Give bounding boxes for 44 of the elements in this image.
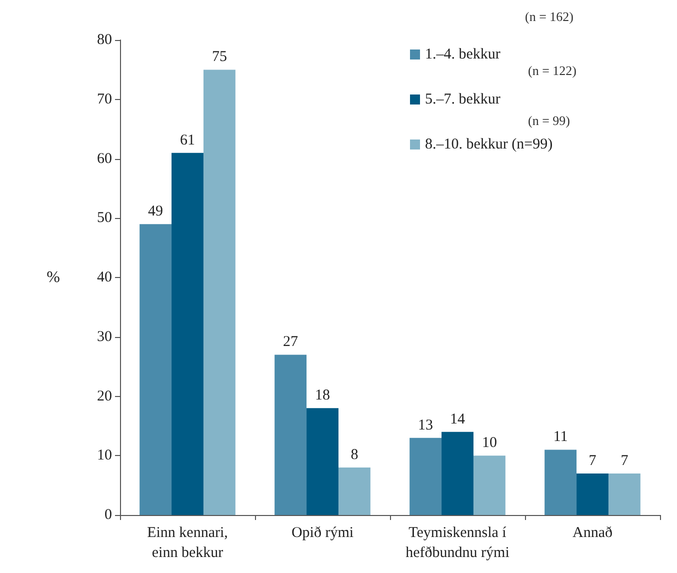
y-tick-label: 80: [97, 32, 112, 48]
bar: [274, 354, 307, 515]
y-tick-label: 30: [97, 328, 112, 345]
y-tick-label: 40: [97, 270, 112, 286]
legend-label: 1.–4. bekkur: [425, 46, 500, 62]
legend-label: 8.–10. bekkur (n=99): [425, 136, 553, 152]
data-label: 27: [283, 334, 299, 350]
y-tick-label: 50: [97, 210, 112, 226]
bar: [172, 152, 204, 515]
data-label: 10: [482, 435, 497, 452]
bar: [338, 468, 370, 515]
bar: [473, 456, 506, 515]
bar: [203, 70, 236, 515]
data-label: 18: [315, 388, 330, 404]
annotation: (n = 122): [528, 63, 576, 78]
y-tick-label: 10: [97, 448, 112, 464]
annotation: (n = 99): [528, 113, 570, 128]
data-label: 61: [180, 132, 195, 148]
x-tick-label: Teymiskennsla í hefðbundnu rými: [406, 525, 510, 561]
x-tick-label: Einn kennari, einn bekkur: [147, 525, 228, 561]
data-label: 8: [350, 447, 358, 463]
data-label: 11: [553, 429, 568, 446]
data-label: 75: [212, 49, 227, 66]
text: (n = 162): [525, 9, 574, 24]
bar: [306, 408, 338, 515]
bar: [544, 450, 577, 515]
y-tick-label: 20: [97, 388, 112, 404]
data-label: 49: [148, 204, 164, 220]
y-tick-label: 0: [104, 507, 112, 523]
data-label: 7: [620, 452, 629, 469]
data-label: 13: [418, 417, 434, 434]
y-axis-title: %: [46, 269, 60, 286]
bar: [442, 432, 474, 515]
data-label: 7: [588, 452, 597, 469]
bar: [608, 473, 640, 515]
data-label: 14: [450, 411, 466, 428]
x-tick-label: Annað: [572, 525, 612, 541]
bar: [410, 438, 442, 515]
y-tick-label: 60: [97, 150, 112, 167]
x-tick-label: Opið rými: [291, 525, 354, 541]
y-tick-label: 70: [97, 91, 112, 108]
bar: [140, 224, 172, 515]
legend-label: 5.–7. bekkur: [425, 92, 500, 108]
bar: [576, 473, 608, 515]
